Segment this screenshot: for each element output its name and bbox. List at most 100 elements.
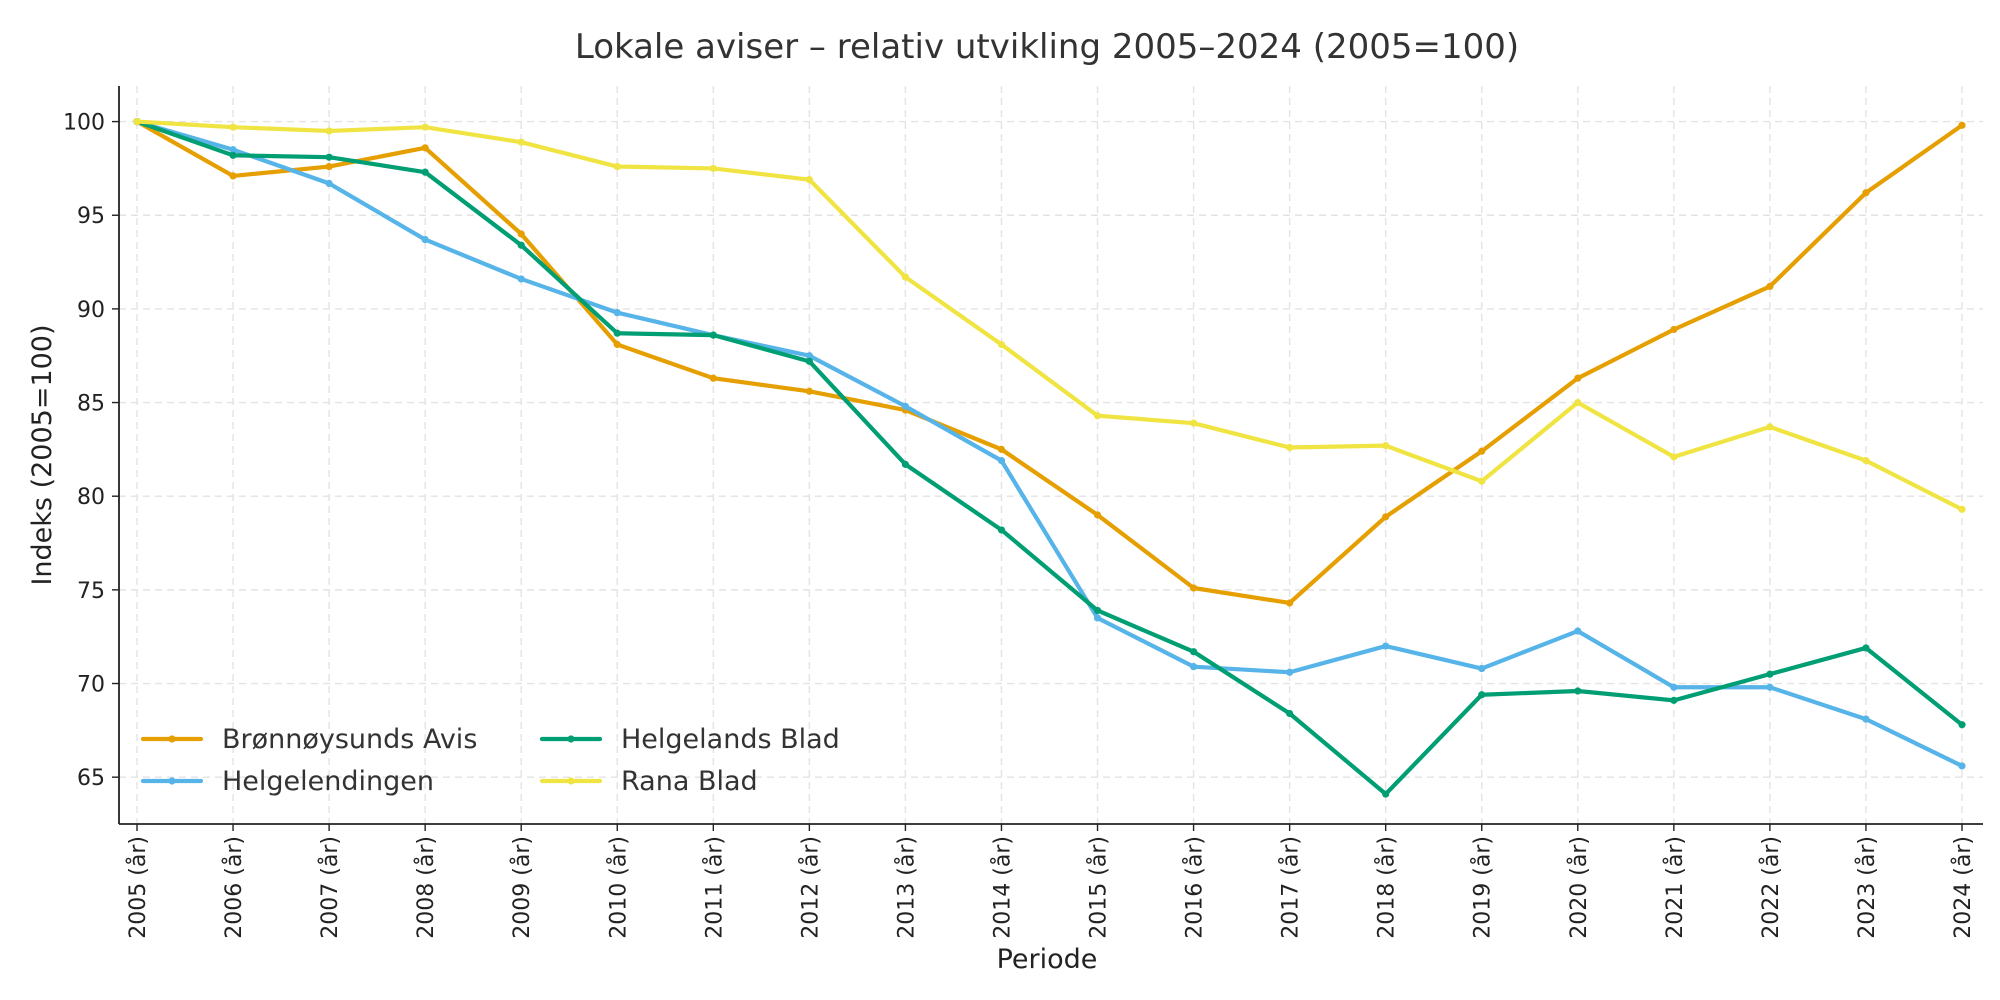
data-point [517,275,525,283]
data-point [805,176,813,184]
data-point [1958,721,1966,729]
legend-label: Rana Blad [621,766,758,797]
legend-label: Helgelendingen [222,766,434,797]
legend-marker [168,777,176,785]
data-point [613,162,621,171]
y-tick-label: 95 [77,204,105,229]
series-group [133,117,1966,607]
data-point [1189,663,1198,671]
data-point [1958,121,1966,129]
data-point [805,352,813,360]
data-point [1478,447,1486,455]
y-tick-label: 65 [77,766,105,791]
series-line [134,119,1965,606]
legend-marker [567,777,575,785]
data-point [229,146,237,154]
data-point [805,387,813,395]
data-point [1670,453,1678,461]
data-point [1766,670,1774,678]
data-point [1574,374,1582,382]
data-point [1093,614,1102,622]
data-point [1670,325,1678,334]
data-point [325,127,333,135]
data-point [1286,599,1294,607]
x-tick-label: 2022 (år) [1758,836,1784,939]
data-point [325,153,333,161]
x-tick-label: 2015 (år) [1086,836,1112,939]
x-tick-label: 2006 (år) [221,836,247,939]
x-tick-label: 2016 (år) [1182,836,1208,939]
data-point [997,445,1006,453]
data-point [1093,511,1102,519]
data-point [1574,398,1582,407]
legend-item: Rana Blad [539,766,758,797]
data-point [1382,513,1390,521]
data-point [1958,505,1966,513]
data-point [1093,606,1102,615]
tick-labels: 65 70 75 80 85 90 95 100 2005 (år) 2006 (år) 2007 … [63,111,1976,939]
x-tick-label: 2009 (år) [509,836,535,939]
x-tick-label: 2021 (år) [1662,836,1688,939]
y-tick-label: 70 [77,673,105,698]
data-point [997,340,1006,349]
data-point [1862,457,1870,465]
data-point [997,457,1006,465]
data-point [709,331,717,339]
data-point [1478,664,1486,673]
y-tick-label: 85 [77,392,105,417]
legend-item: Helgelendingen [140,766,434,797]
x-tick-label: 2013 (år) [893,836,919,939]
legend-label: Brønnøysunds Avis [222,724,477,755]
data-point [1189,419,1198,427]
data-point [517,241,525,249]
data-point [613,309,621,317]
series-group [133,117,1966,513]
y-tick-label: 80 [77,485,105,510]
x-tick-label: 2005 (år) [125,836,151,939]
data-point [1958,762,1966,770]
data-point [1286,668,1294,676]
data-point [805,357,813,365]
legend-item: Brønnøysunds Avis [140,724,477,755]
legend-marker [168,735,176,743]
legend-label: Helgelands Blad [621,724,840,755]
data-point [1382,642,1390,650]
data-point [901,460,910,468]
data-point [1189,584,1198,592]
series-lines [133,117,1966,798]
data-point [1862,644,1870,652]
x-tick-label: 2018 (år) [1374,836,1400,939]
legend: Brønnøysunds Avis Helgelendingen Helgeland… [140,724,840,797]
data-point [709,164,717,173]
data-point [517,230,525,238]
data-point [1862,715,1870,723]
y-tick-label: 90 [77,298,105,323]
data-point [613,340,621,349]
chart-title: Lokale aviser – relativ utvikling 2005–2… [575,27,1519,67]
y-tick-label: 75 [77,579,105,604]
data-point [1670,683,1678,691]
data-point [1286,443,1294,452]
data-point [1574,627,1582,635]
series-line [134,119,1965,512]
data-point [229,123,237,131]
legend-item: Helgelands Blad [539,724,840,755]
data-point [613,329,621,337]
x-tick-label: 2020 (år) [1566,836,1592,939]
data-point [1766,683,1774,691]
data-point [517,138,525,146]
axes [118,86,1983,825]
x-tick-label: 2011 (år) [701,836,727,939]
data-point [421,123,429,131]
data-point [1093,412,1102,420]
x-tick-label: 2014 (år) [989,836,1015,939]
series-group [133,117,1966,798]
data-point [421,235,429,244]
data-point [901,402,910,410]
data-point [1382,442,1390,450]
y-axis-label: Indeks (2005=100) [27,324,58,585]
x-tick-label: 2017 (år) [1278,836,1304,939]
x-tick-label: 2019 (år) [1470,836,1496,939]
